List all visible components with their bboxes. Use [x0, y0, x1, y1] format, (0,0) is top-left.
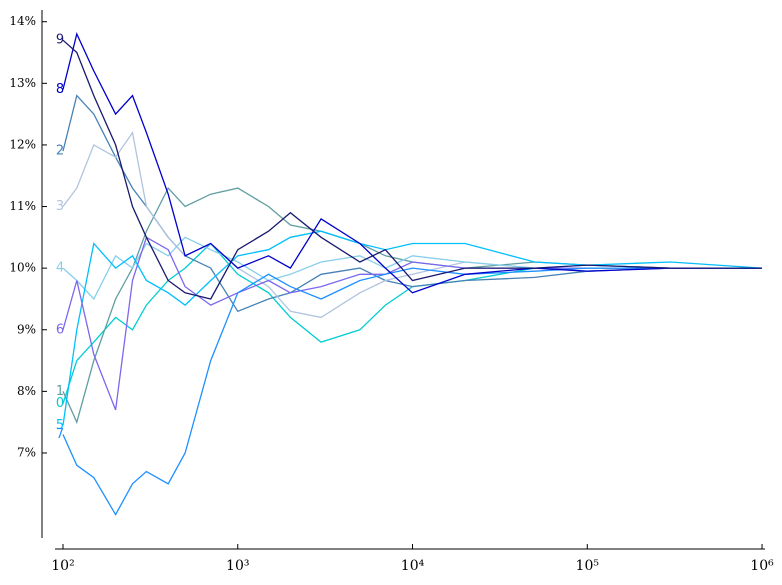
x-tick-label: 10⁵ — [576, 558, 600, 574]
series-line — [62, 267, 762, 516]
series-line — [62, 39, 762, 300]
series-line — [62, 230, 763, 426]
series-line — [62, 32, 762, 294]
y-tick-label: 11% — [9, 199, 36, 213]
y-tick-label: 9% — [17, 322, 36, 336]
series-label: 7 — [56, 427, 64, 442]
series-label: 3 — [56, 199, 64, 214]
series-label: 5 — [56, 418, 64, 433]
y-tick-label: 7% — [17, 445, 36, 459]
series-label: 9 — [56, 33, 64, 48]
x-tick-label: 10² — [51, 558, 74, 574]
series-label: 8 — [56, 82, 64, 97]
x-tick-label: 10⁶ — [750, 558, 774, 574]
series-label: 0 — [56, 396, 64, 411]
y-tick-label: 14% — [9, 14, 36, 28]
series-line — [62, 186, 762, 425]
y-tick-label: 8% — [17, 384, 36, 398]
series-label: 6 — [56, 322, 64, 337]
series-label: 2 — [56, 144, 64, 159]
series-label: 4 — [56, 261, 64, 276]
y-tick-label: 12% — [9, 137, 36, 151]
series-line — [62, 130, 762, 319]
series-label: 1 — [56, 384, 64, 399]
y-tick-label: 13% — [9, 76, 36, 90]
series-line — [62, 236, 762, 411]
x-tick-label: 10⁴ — [401, 558, 425, 574]
x-tick-label: 10³ — [226, 558, 249, 574]
y-tick-label: 10% — [9, 261, 36, 275]
